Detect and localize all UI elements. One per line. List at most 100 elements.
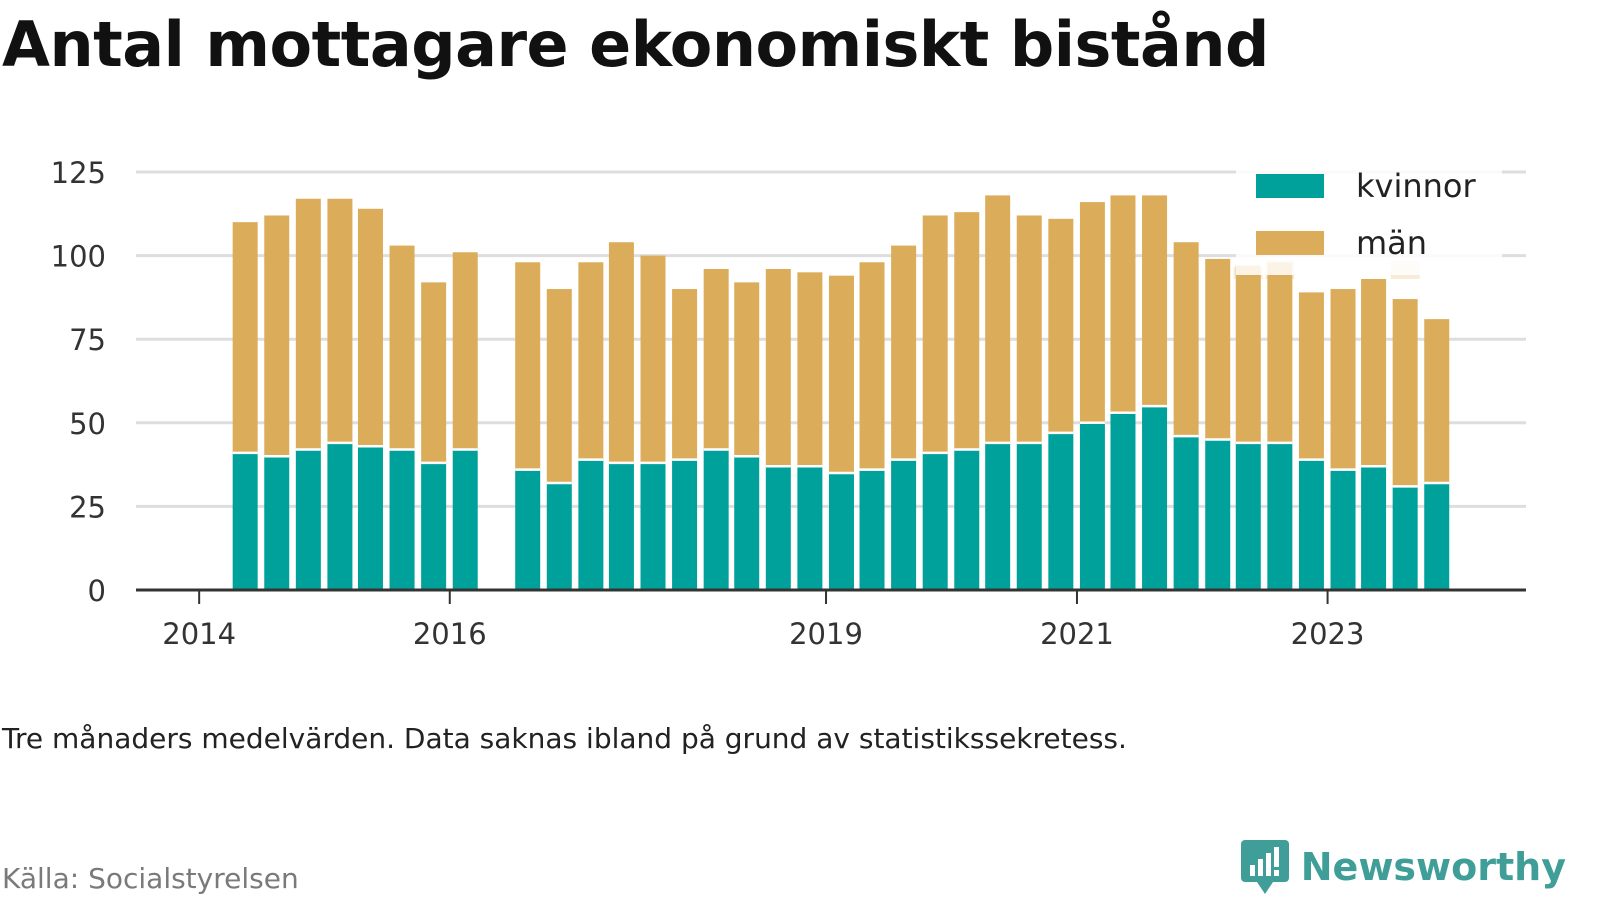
bar-man	[1298, 292, 1324, 460]
y-tick-label: 100	[51, 240, 106, 274]
bar-man	[295, 198, 321, 450]
bar-kvinnor	[1235, 442, 1261, 590]
y-tick-label: 125	[51, 156, 106, 190]
bar-man	[1267, 262, 1293, 443]
bar-man	[765, 268, 791, 467]
bar-kvinnor	[1361, 466, 1387, 590]
bars	[232, 195, 1450, 590]
bar-man	[1142, 195, 1168, 407]
chart-source: Källa: Socialstyrelsen	[2, 862, 299, 895]
bar-man	[672, 289, 698, 460]
bar-kvinnor	[703, 449, 729, 590]
bar-man	[608, 242, 634, 463]
bar-kvinnor	[1392, 486, 1418, 590]
bar-kvinnor	[452, 449, 478, 590]
bar-man	[452, 252, 478, 450]
y-tick-label: 0	[88, 574, 106, 608]
bar-kvinnor	[327, 442, 353, 590]
y-axis-ticks: 0 25 50 75 100 125	[51, 156, 106, 608]
bar-kvinnor	[546, 482, 572, 590]
bar-kvinnor	[1048, 432, 1074, 590]
bar-kvinnor	[1110, 412, 1136, 590]
brand-name: Newsworthy	[1300, 845, 1566, 889]
bar-man	[1110, 195, 1136, 413]
bar-man	[797, 272, 823, 467]
x-tick-label: 2023	[1291, 617, 1365, 651]
bar-kvinnor	[1016, 442, 1042, 590]
bar-man	[327, 198, 353, 443]
legend-swatch-man	[1256, 231, 1324, 255]
bar-kvinnor	[640, 462, 666, 590]
bar-kvinnor	[232, 452, 258, 590]
bar-man	[389, 245, 415, 450]
legend: kvinnor män	[1236, 165, 1502, 275]
bar-man	[421, 282, 447, 463]
chart-title: Antal mottagare ekonomiskt bistånd	[2, 8, 1269, 81]
bar-man	[264, 215, 290, 457]
legend-label: män	[1356, 224, 1427, 262]
y-tick-label: 75	[69, 323, 106, 357]
bar-man	[891, 245, 917, 460]
bar-kvinnor	[1298, 459, 1324, 590]
bar-kvinnor	[734, 456, 760, 590]
bar-kvinnor	[1173, 436, 1199, 590]
bar-kvinnor	[1330, 469, 1356, 590]
bar-kvinnor	[922, 452, 948, 590]
x-tick-label: 2016	[413, 617, 487, 651]
bar-man	[1048, 218, 1074, 433]
bar-kvinnor	[672, 459, 698, 590]
bar-kvinnor	[389, 449, 415, 590]
bar-kvinnor	[1142, 406, 1168, 590]
bar-kvinnor	[859, 469, 885, 590]
bar-man	[1079, 202, 1105, 423]
bar-kvinnor	[608, 462, 634, 590]
bar-kvinnor	[797, 466, 823, 590]
bar-man	[232, 222, 258, 453]
bar-kvinnor	[357, 446, 383, 590]
bar-kvinnor	[765, 466, 791, 590]
bar-kvinnor	[1267, 442, 1293, 590]
chart-note: Tre månaders medelvärden. Data saknas ib…	[2, 722, 1127, 755]
y-tick-label: 50	[69, 407, 106, 441]
x-tick-label: 2019	[789, 617, 863, 651]
bar-kvinnor	[264, 456, 290, 590]
bar-man	[546, 289, 572, 483]
bar-kvinnor	[954, 449, 980, 590]
bar-man	[1392, 299, 1418, 487]
bar-man	[859, 262, 885, 470]
bar-man	[985, 195, 1011, 443]
x-tick-label: 2021	[1040, 617, 1114, 651]
bar-kvinnor	[295, 449, 321, 590]
bar-man	[1424, 319, 1450, 483]
bar-man	[734, 282, 760, 457]
bar-kvinnor	[891, 459, 917, 590]
bar-man	[1330, 289, 1356, 470]
bar-man	[1235, 265, 1261, 443]
brand-logo: Newsworthy	[1239, 838, 1566, 896]
bar-man	[640, 255, 666, 463]
x-tick-label: 2014	[162, 617, 236, 651]
x-axis: 2014 2016 2019 2021 2023	[136, 588, 1526, 651]
bar-kvinnor	[515, 469, 541, 590]
bar-kvinnor	[1079, 422, 1105, 590]
bar-kvinnor	[1205, 439, 1231, 590]
chart-bubble-icon	[1240, 840, 1289, 894]
legend-label: kvinnor	[1356, 167, 1477, 205]
bar-man	[954, 212, 980, 450]
bar-man	[1205, 258, 1231, 440]
legend-swatch-kvinnor	[1256, 174, 1324, 198]
bar-kvinnor	[828, 472, 854, 590]
bar-kvinnor	[1424, 482, 1450, 590]
bar-man	[703, 268, 729, 450]
bar-kvinnor	[578, 459, 604, 590]
bar-kvinnor	[421, 462, 447, 590]
bar-man	[922, 215, 948, 453]
bar-man	[578, 262, 604, 460]
bar-man	[1173, 242, 1199, 437]
bar-kvinnor	[985, 442, 1011, 590]
bar-man	[1016, 215, 1042, 443]
bar-man	[515, 262, 541, 470]
y-tick-label: 25	[69, 490, 106, 524]
bar-man	[828, 275, 854, 473]
